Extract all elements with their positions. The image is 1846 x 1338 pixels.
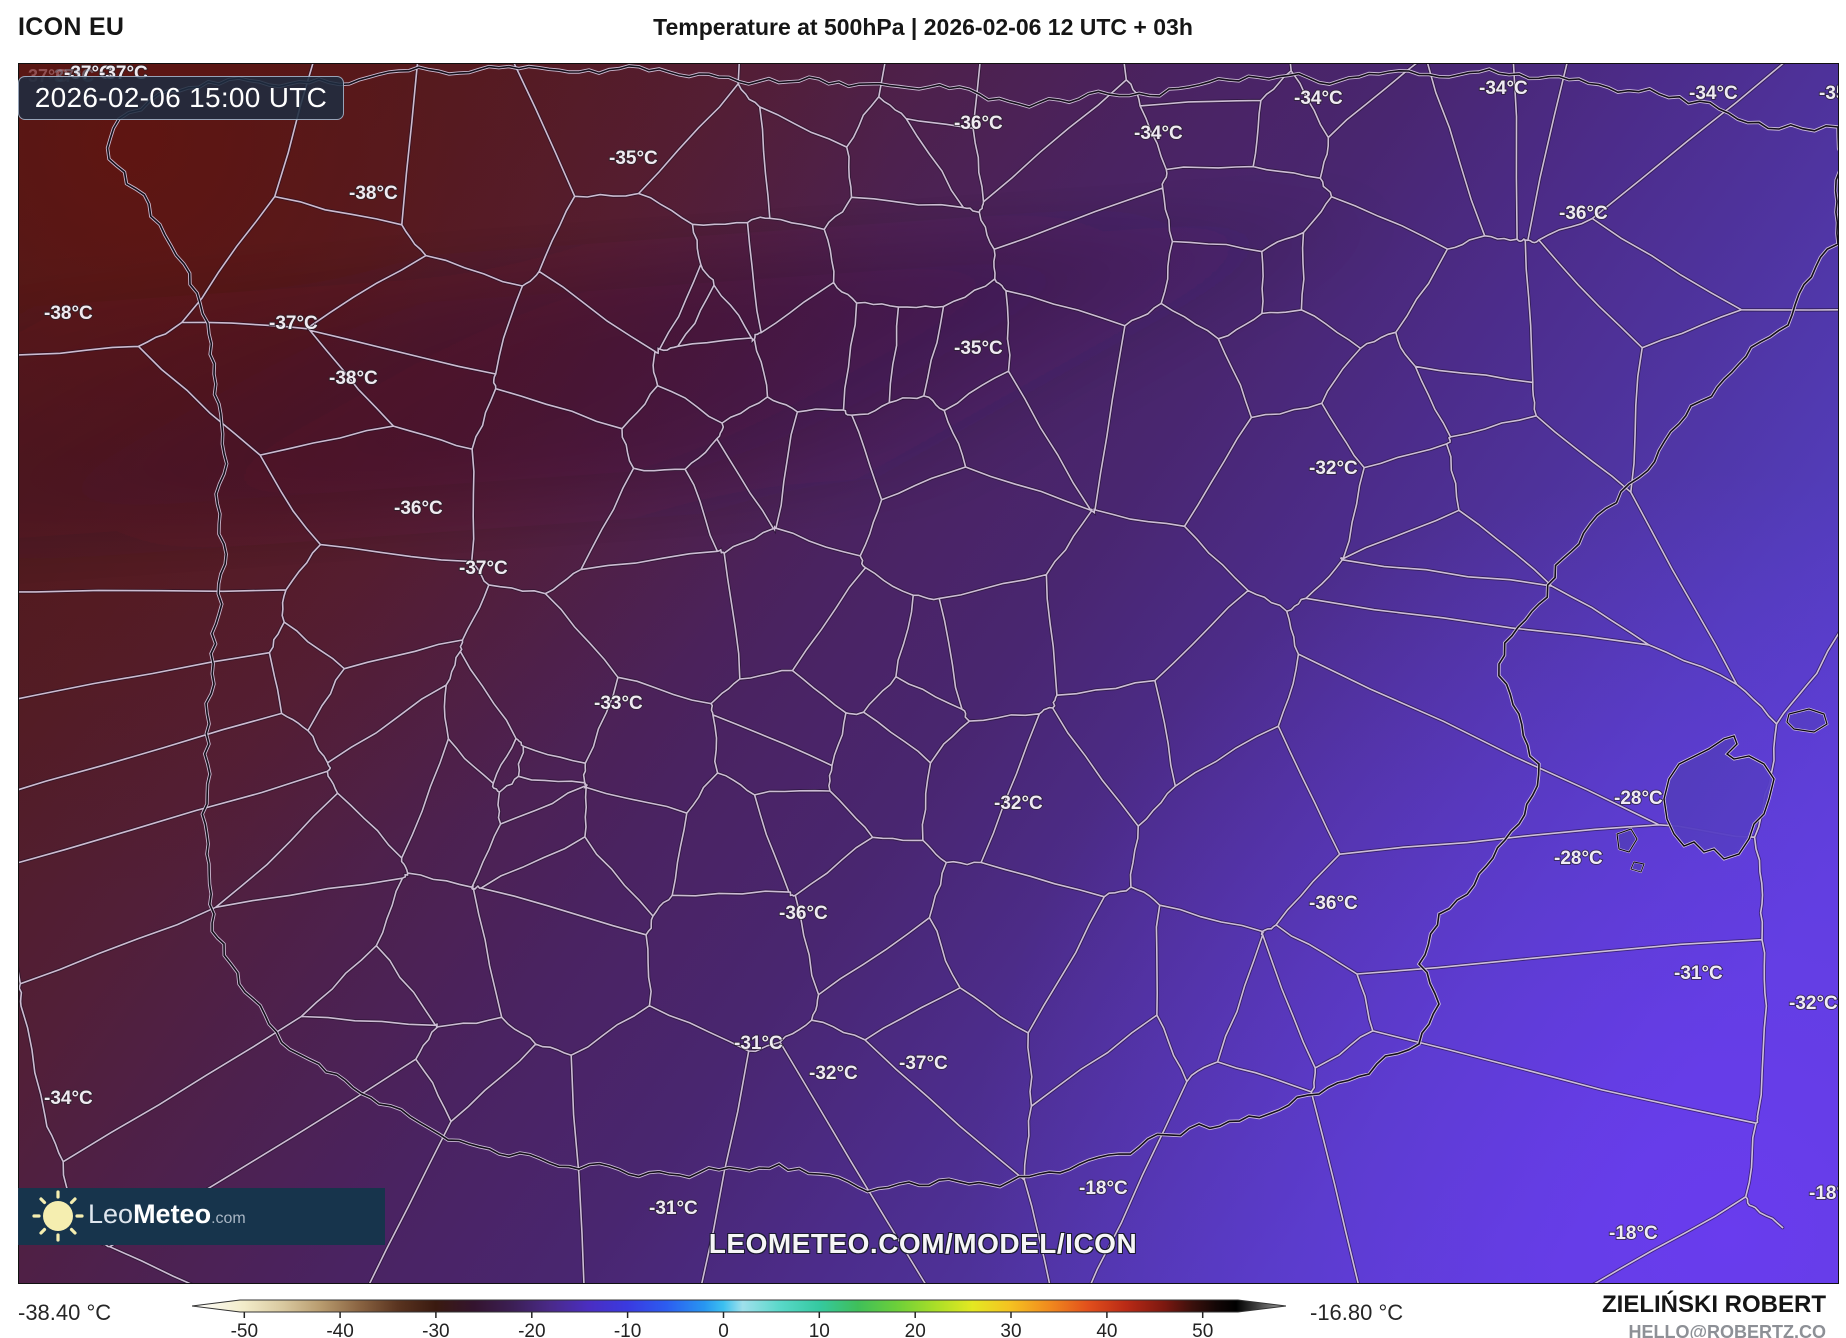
svg-text:-35°C: -35°C [1819,83,1838,104]
svg-text:-37°C: -37°C [899,1053,948,1074]
svg-text:20: 20 [905,1321,926,1338]
svg-text:-38°C: -38°C [329,368,378,389]
svg-text:-37°C: -37°C [459,558,508,579]
svg-text:-31°C: -31°C [649,1198,698,1219]
svg-text:-10: -10 [614,1321,641,1338]
svg-text:-38°C: -38°C [44,303,93,324]
svg-text:-36°C: -36°C [1559,203,1608,224]
svg-text:-33°C: -33°C [594,693,643,714]
svg-text:-32°C: -32°C [994,793,1043,814]
svg-text:-40: -40 [326,1321,353,1338]
svg-text:-36°C: -36°C [779,903,828,924]
svg-text:-34°C: -34°C [1479,78,1528,99]
svg-text:10: 10 [809,1321,830,1338]
svg-text:-35°C: -35°C [954,338,1003,359]
svg-text:-36°C: -36°C [394,498,443,519]
svg-text:LeoMeteo.com: LeoMeteo.com [88,1199,246,1229]
svg-text:-20: -20 [518,1321,545,1338]
svg-text:40: 40 [1096,1321,1117,1338]
svg-text:-34°C: -34°C [1689,83,1738,104]
svg-text:30: 30 [1000,1321,1021,1338]
svg-text:-32°C: -32°C [809,1063,858,1084]
svg-text:-34°C: -34°C [1134,123,1183,144]
svg-text:-32°C: -32°C [1789,993,1838,1014]
svg-text:-36°C: -36°C [954,113,1003,134]
svg-text:-34°C: -34°C [44,1088,93,1109]
svg-text:-34°C: -34°C [1294,88,1343,109]
svg-text:-30: -30 [422,1321,449,1338]
svg-text:-18°C: -18°C [1079,1178,1128,1199]
svg-text:-32°C: -32°C [1309,458,1358,479]
svg-text:-31°C: -31°C [1674,963,1723,984]
svg-text:-38°C: -38°C [349,183,398,204]
svg-text:-28°C: -28°C [1554,848,1603,869]
svg-text:50: 50 [1192,1321,1213,1338]
svg-text:-31°C: -31°C [734,1033,783,1054]
svg-text:-35°C: -35°C [609,148,658,169]
svg-text:0: 0 [718,1321,729,1338]
svg-text:-50: -50 [231,1321,258,1338]
svg-text:-37°C: -37°C [269,313,318,334]
svg-text:-18°C: -18°C [1809,1183,1838,1204]
svg-text:-36°C: -36°C [1309,893,1358,914]
svg-text:-28°C: -28°C [1614,788,1663,809]
